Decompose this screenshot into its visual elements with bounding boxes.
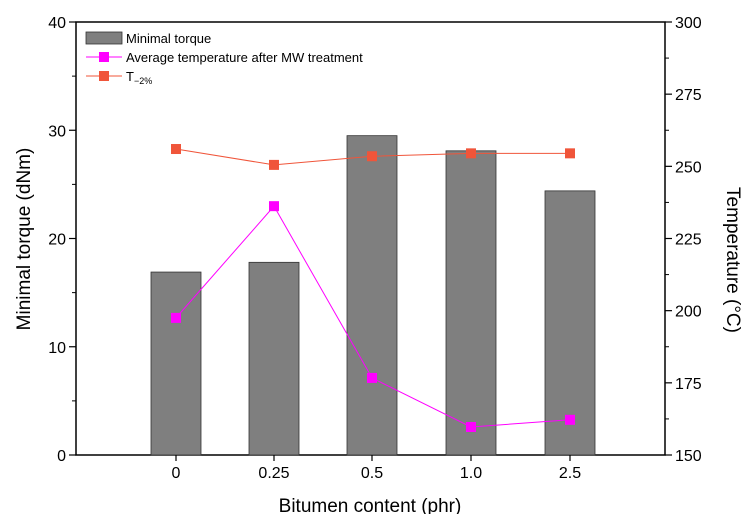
point-t2-0	[171, 144, 181, 155]
y2-tick-label-250: 250	[675, 159, 702, 176]
y2-tick-label-300: 300	[675, 15, 702, 32]
y-tick-label-40: 40	[48, 15, 66, 32]
legend-label-t2-sub: −2%	[134, 76, 152, 86]
y2-tick-label-175: 175	[675, 376, 702, 393]
legend-label-minimal-torque: Minimal torque	[126, 31, 211, 46]
legend-label-mw: Average temperature after MW treatment	[126, 50, 363, 65]
y2-tick-label-200: 200	[675, 304, 702, 321]
y2-tick-label-275: 275	[675, 87, 702, 104]
y-tick-label-30: 30	[48, 123, 66, 140]
bar-0.25	[248, 261, 300, 456]
point-t2-2.5	[565, 148, 575, 159]
y-tick-label-0: 0	[57, 448, 66, 465]
bar-0.5	[346, 135, 398, 456]
y2-tick-label-225: 225	[675, 232, 702, 249]
point-t2-1.0	[466, 148, 476, 159]
bar-1.0	[445, 150, 497, 456]
x-tick-label-0.5: 0.5	[361, 465, 383, 482]
point-mw-0	[171, 312, 181, 323]
point-t2-0.5	[367, 151, 377, 162]
y-axis-title-left: Minimal torque (dNm)	[14, 148, 35, 331]
legend: Minimal torque Average temperature after…	[85, 31, 363, 86]
bar-0	[150, 271, 202, 456]
point-mw-1.0	[466, 421, 476, 432]
axis-ticks: 0 10 20 30 40 150 175 200 225 250 275 300 0 0.25 0.5 1.…	[48, 15, 702, 482]
legend-marker-t2	[99, 71, 109, 81]
line-series	[171, 144, 575, 432]
legend-marker-mw	[99, 52, 109, 62]
point-t2-0.25	[269, 159, 279, 170]
y-axis-title-right: Temperature (°C)	[722, 187, 743, 333]
bar-series-minimal-torque	[150, 135, 596, 456]
point-mw-2.5	[565, 414, 575, 425]
bar-2.5	[544, 190, 596, 456]
point-mw-0.25	[269, 201, 279, 212]
x-tick-label-0: 0	[172, 465, 181, 482]
legend-swatch-bar	[85, 31, 123, 45]
y-tick-label-10: 10	[48, 340, 66, 357]
x-axis-title: Bitumen content (phr)	[279, 496, 462, 514]
legend-label-t2: T−2%	[126, 69, 152, 86]
x-tick-label-0.25: 0.25	[258, 465, 289, 482]
point-mw-0.5	[367, 372, 377, 383]
x-tick-label-2.5: 2.5	[559, 465, 581, 482]
x-tick-label-1.0: 1.0	[460, 465, 482, 482]
y-tick-label-20: 20	[48, 232, 66, 249]
y2-tick-label-150: 150	[675, 448, 702, 465]
legend-label-t2-main: T	[126, 69, 134, 84]
